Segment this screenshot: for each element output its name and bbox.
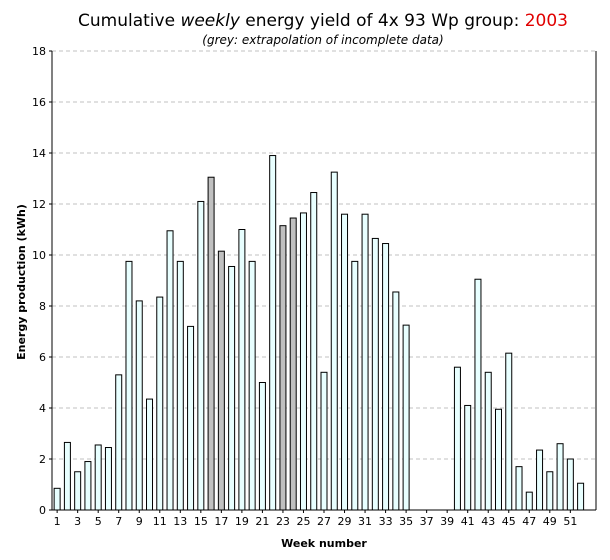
bar	[176, 260, 184, 511]
y-axis-label: Energy production (kWh)	[15, 204, 28, 360]
y-tick-label: 2	[39, 453, 46, 466]
bar	[125, 260, 133, 511]
bar	[187, 325, 195, 511]
x-tick-label: 13	[173, 515, 187, 528]
x-tick-label: 25	[296, 515, 310, 528]
x-tick-label: 9	[136, 515, 143, 528]
bar	[474, 278, 482, 511]
x-tick-label: 15	[194, 515, 208, 528]
y-tick-label: 12	[32, 198, 46, 211]
bar	[556, 443, 564, 511]
y-tick-label: 10	[32, 249, 46, 262]
y-tick-label: 0	[39, 504, 46, 517]
y-tick-label: 14	[32, 147, 46, 160]
bar	[53, 487, 61, 511]
bar	[258, 382, 266, 511]
bar	[361, 213, 369, 511]
x-tick-label: 5	[95, 515, 102, 528]
bar	[341, 213, 349, 511]
x-tick-label: 37	[420, 515, 434, 528]
y-tick-label: 4	[39, 402, 46, 415]
bar	[371, 237, 379, 511]
chart-title-year: 2003	[525, 11, 568, 31]
x-tick-label: 21	[255, 515, 269, 528]
x-tick-label: 7	[115, 515, 122, 528]
chart-title: Cumulative weekly energy yield of 4x 93 …	[78, 11, 568, 31]
bar	[84, 461, 92, 511]
bar	[248, 260, 256, 511]
bar	[382, 243, 390, 511]
x-tick-label: 39	[440, 515, 454, 528]
bar	[392, 291, 400, 511]
x-tick-label: 1	[54, 515, 61, 528]
bar	[525, 491, 533, 511]
x-tick-label: 43	[481, 515, 495, 528]
x-axis-label: Week number	[281, 537, 367, 550]
bar	[351, 260, 359, 511]
bar	[63, 441, 71, 511]
bar	[577, 482, 585, 511]
bar	[156, 296, 164, 511]
bar	[402, 324, 410, 511]
bar	[104, 447, 112, 511]
bar	[310, 192, 318, 511]
bar	[74, 471, 82, 511]
bar	[146, 398, 154, 511]
bar	[330, 171, 338, 511]
x-tick-label: 29	[338, 515, 352, 528]
x-tick-label: 49	[543, 515, 557, 528]
bar	[484, 371, 492, 511]
y-tick-labels: 0 2 4 6 8 10 12 14 16 18	[32, 45, 46, 517]
bar	[320, 371, 328, 511]
bar-extrapolated	[217, 250, 225, 511]
bar	[135, 300, 143, 511]
bar-extrapolated	[289, 217, 297, 511]
x-tick-label: 51	[563, 515, 577, 528]
bar	[115, 374, 123, 511]
y-tick-label: 16	[32, 96, 46, 109]
bar-extrapolated	[279, 225, 287, 511]
bar	[453, 366, 461, 511]
bar	[299, 212, 307, 511]
bar-extrapolated	[207, 176, 215, 511]
bar	[494, 408, 502, 511]
bar	[166, 230, 174, 511]
bar	[94, 444, 102, 511]
x-tick-label: 11	[153, 515, 167, 528]
bar	[228, 265, 236, 511]
bar	[546, 471, 554, 511]
bar	[269, 155, 277, 511]
x-tick-label: 3	[74, 515, 81, 528]
x-tick-label: 17	[214, 515, 228, 528]
chart-subtitle: (grey: extrapolation of incomplete data)	[202, 33, 443, 47]
x-tick-label: 47	[522, 515, 536, 528]
bars	[53, 155, 585, 511]
x-tick-label: 33	[379, 515, 393, 528]
bar	[536, 449, 544, 511]
x-tick-label: 19	[235, 515, 249, 528]
x-tick-label: 23	[276, 515, 290, 528]
x-tick-label: 45	[502, 515, 516, 528]
bar	[515, 466, 523, 511]
bar	[505, 352, 513, 511]
bar	[566, 458, 574, 511]
x-tick-label: 27	[317, 515, 331, 528]
y-tick-label: 8	[39, 300, 46, 313]
x-tick-label: 35	[399, 515, 413, 528]
y-tick-label: 18	[32, 45, 46, 58]
x-tick-label: 41	[461, 515, 475, 528]
x-tick-label: 31	[358, 515, 372, 528]
bar	[464, 404, 472, 511]
y-tick-label: 6	[39, 351, 46, 364]
x-tick-labels: 1 3 5 7 9 11 13 15 17 19 21 23 25 27 29 31 33 35 37 39 41 43 4…	[54, 510, 577, 528]
bar	[238, 229, 246, 511]
bar	[197, 200, 205, 511]
